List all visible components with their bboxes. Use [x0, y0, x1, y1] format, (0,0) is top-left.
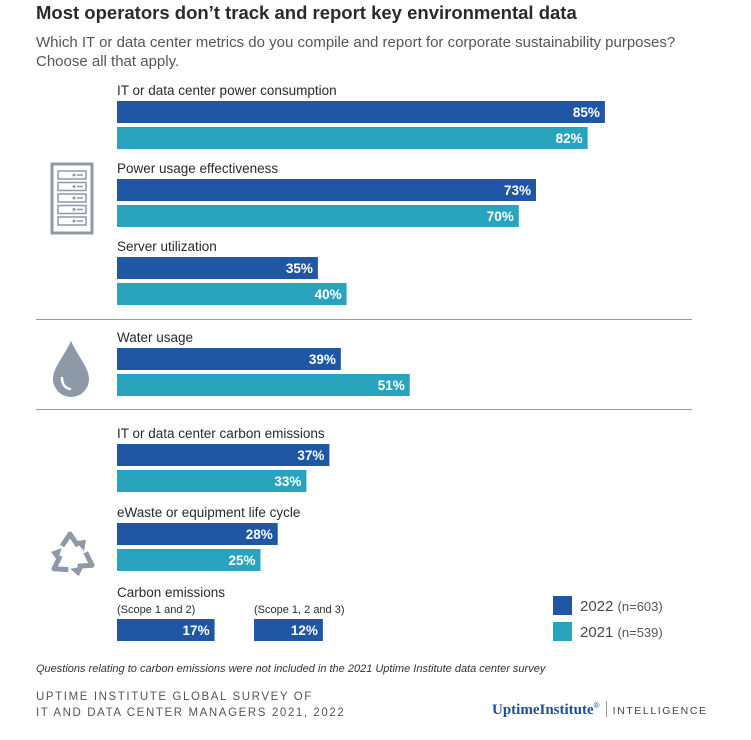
bar-2022 — [117, 523, 278, 545]
scope-sublabel: (Scope 1 and 2) — [117, 604, 195, 616]
bar-2021 — [117, 374, 410, 396]
logo-separator — [605, 701, 607, 717]
bar-2022 — [117, 257, 318, 279]
bar-2022 — [117, 444, 330, 466]
subtitle-line-1: Which IT or data center metrics do you c… — [36, 34, 676, 51]
value-label: 70% — [487, 209, 514, 224]
value-label: 82% — [556, 131, 583, 146]
legend-swatch-2021 — [553, 622, 572, 641]
value-label: 40% — [315, 287, 342, 302]
category-label: Power usage effectiveness — [117, 161, 278, 176]
bar-2021 — [117, 127, 588, 149]
bar-2022 — [117, 619, 215, 641]
bar-2021 — [117, 205, 519, 227]
bar-2022 — [254, 619, 323, 641]
bar-2021 — [117, 470, 307, 492]
logo-trademark: ® — [593, 701, 600, 710]
source-credit: UPTIME INSTITUTE GLOBAL SURVEY OF IT AND… — [36, 689, 345, 721]
logo-tagline: INTELLIGENCE — [612, 705, 708, 717]
value-label: 85% — [573, 105, 600, 120]
value-label: 25% — [228, 553, 255, 568]
category-label: IT or data center power consumption — [117, 83, 337, 98]
group-divider — [36, 409, 692, 410]
category-label: Server utilization — [117, 239, 217, 254]
server-rack-icon — [50, 162, 94, 235]
chart-subtitle: Which IT or data center metrics do you c… — [36, 33, 726, 71]
legend-sample-size: (n=539) — [618, 625, 663, 640]
category-label: IT or data center carbon emissions — [117, 426, 325, 441]
legend-label: 2021 (n=539) — [580, 624, 663, 641]
category-label: Carbon emissions — [117, 585, 225, 600]
water-drop-icon — [53, 341, 89, 397]
bar-2022 — [117, 179, 537, 201]
value-label: 73% — [504, 183, 531, 198]
scope-sublabel: (Scope 1, 2 and 3) — [254, 604, 345, 616]
legend-year: 2021 — [580, 624, 618, 641]
subtitle-line-2: Choose all that apply. — [36, 53, 180, 70]
bar-2022 — [117, 348, 341, 370]
bar-2022 — [117, 101, 605, 123]
value-label: 17% — [183, 623, 210, 638]
bar-2021 — [117, 283, 347, 305]
chart-title: Most operators don’t track and report ke… — [36, 2, 577, 23]
recycle-icon — [51, 531, 95, 577]
legend-sample-size: (n=603) — [618, 599, 663, 614]
category-label: Water usage — [117, 330, 193, 345]
value-label: 51% — [378, 378, 405, 393]
value-label: 35% — [286, 261, 313, 276]
bar-chart: IT or data center power consumption 85% 82… — [50, 83, 663, 641]
category-label: eWaste or equipment life cycle — [117, 505, 300, 520]
legend-label: 2022 (n=603) — [580, 598, 663, 615]
legend-swatch-2022 — [553, 596, 572, 615]
value-label: 39% — [309, 352, 336, 367]
logo-name: UptimeInstitute — [492, 702, 594, 718]
value-label: 37% — [297, 448, 324, 463]
group-divider — [36, 319, 692, 320]
uptime-logo: UptimeInstitute® INTELLIGENCE — [492, 701, 708, 719]
value-label: 33% — [274, 474, 301, 489]
value-label: 12% — [291, 623, 318, 638]
source-line-1: UPTIME INSTITUTE GLOBAL SURVEY OF — [36, 691, 313, 703]
legend-year: 2022 — [580, 598, 618, 615]
source-line-2: IT AND DATA CENTER MANAGERS 2021, 2022 — [36, 707, 346, 719]
bar-2021 — [117, 549, 261, 571]
value-label: 28% — [246, 527, 273, 542]
footnote: Questions relating to carbon emissions w… — [36, 663, 546, 675]
